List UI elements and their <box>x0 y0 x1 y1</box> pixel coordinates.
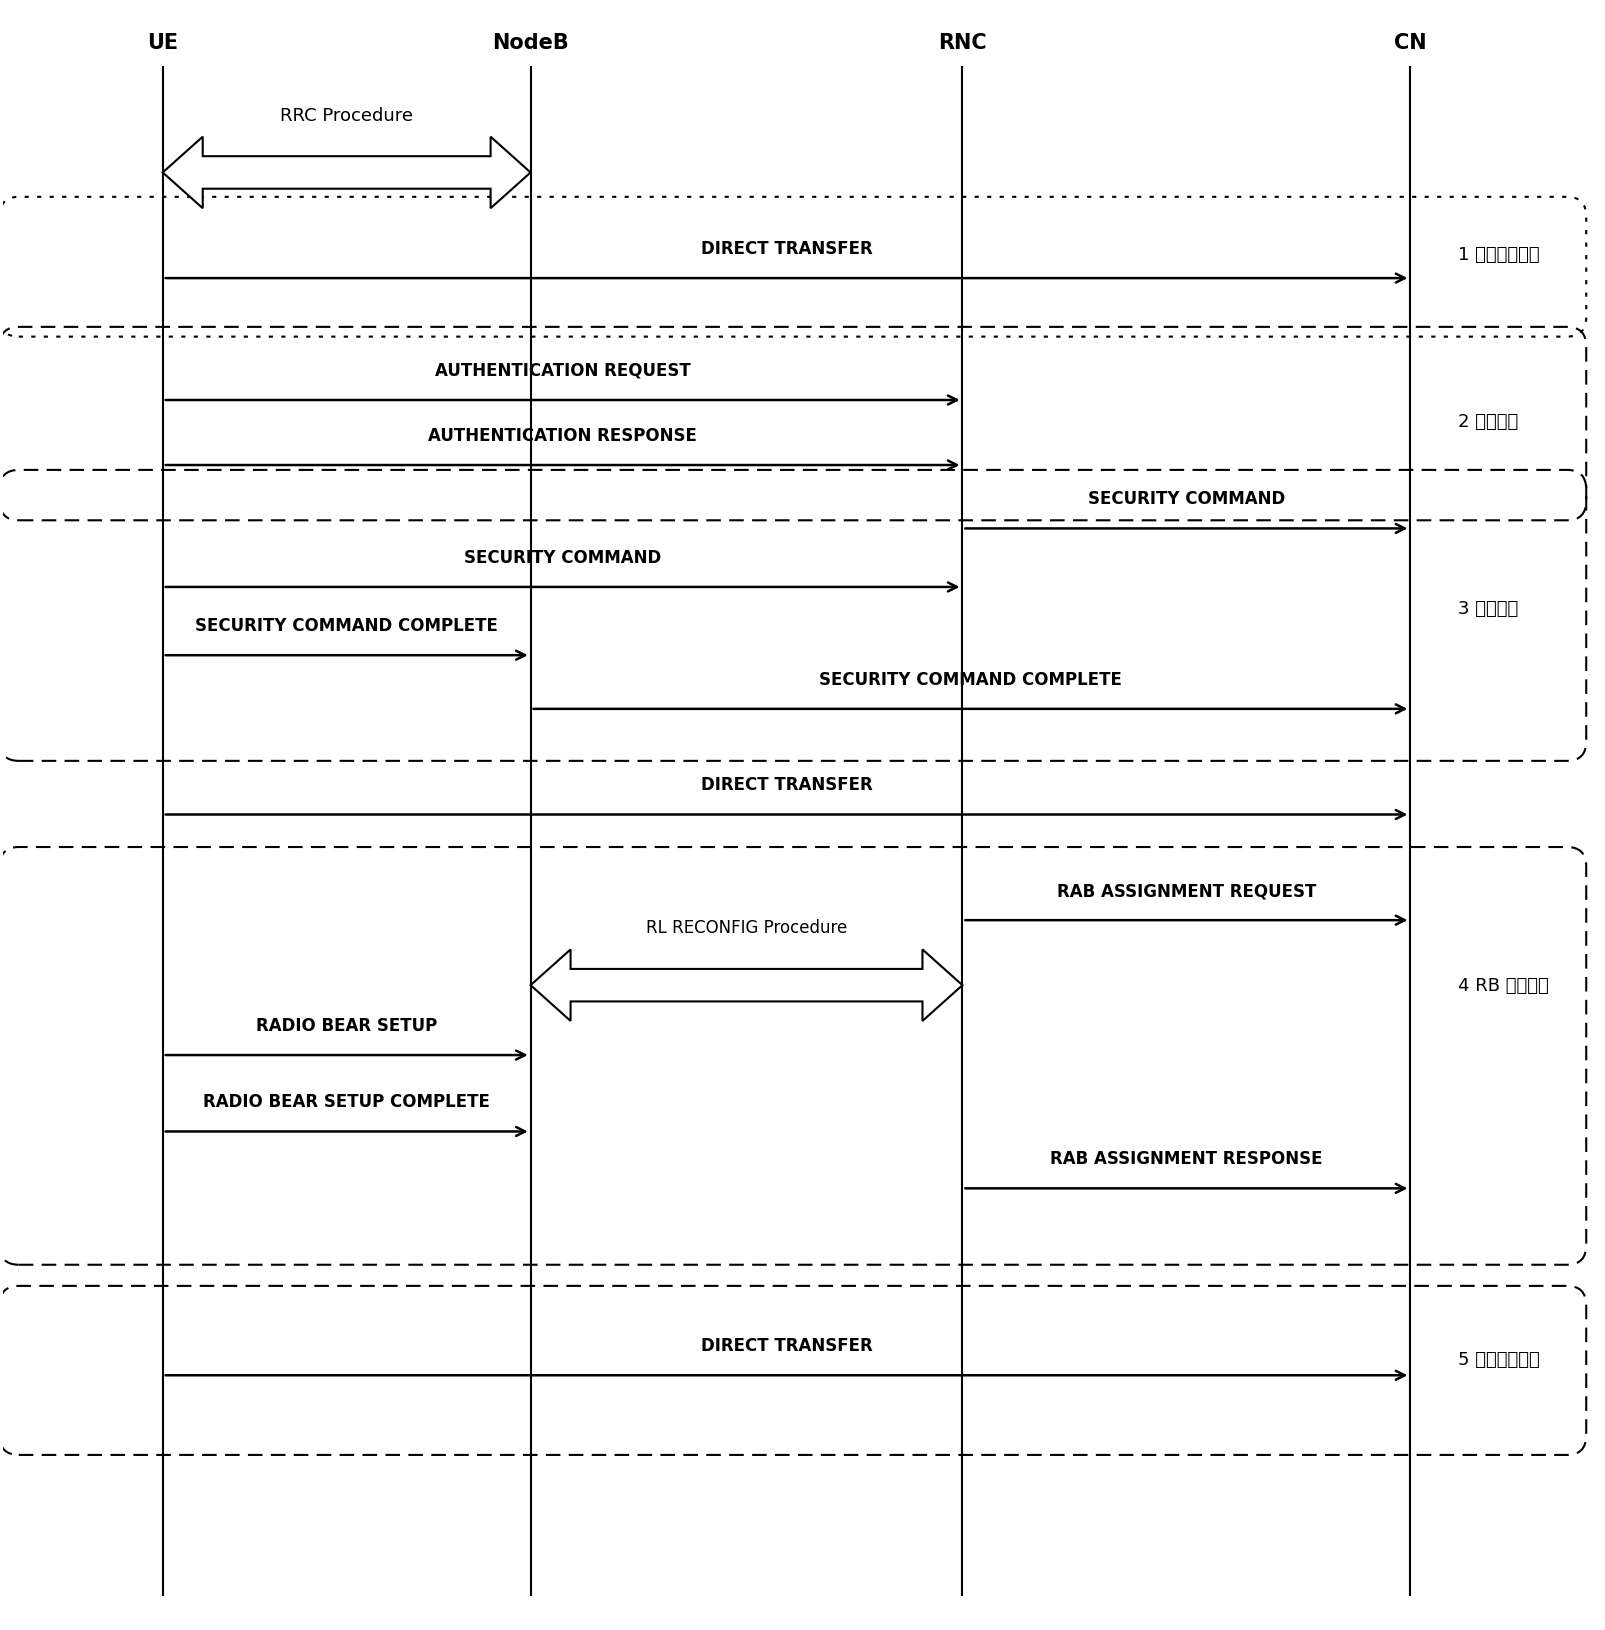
Text: DIRECT TRANSFER: DIRECT TRANSFER <box>701 1337 873 1355</box>
Text: 5 下行直传过程: 5 下行直传过程 <box>1459 1350 1541 1368</box>
Text: 4 RB 建立过程: 4 RB 建立过程 <box>1459 976 1549 994</box>
Text: RAB ASSIGNMENT RESPONSE: RAB ASSIGNMENT RESPONSE <box>1050 1149 1323 1167</box>
Text: RNC: RNC <box>939 33 987 54</box>
Text: RADIO BEAR SETUP: RADIO BEAR SETUP <box>257 1017 437 1035</box>
Text: UE: UE <box>148 33 178 54</box>
Text: RRC Procedure: RRC Procedure <box>281 106 412 124</box>
Text: RL RECONFIG Procedure: RL RECONFIG Procedure <box>645 919 847 937</box>
Text: 3 加密过程: 3 加密过程 <box>1459 600 1518 618</box>
Text: 2 鉴权过程: 2 鉴权过程 <box>1459 412 1518 430</box>
Polygon shape <box>162 137 531 209</box>
Polygon shape <box>531 950 963 1022</box>
Text: DIRECT TRANSFER: DIRECT TRANSFER <box>701 240 873 258</box>
Text: SECURITY COMMAND: SECURITY COMMAND <box>464 548 661 567</box>
Text: NodeB: NodeB <box>493 33 568 54</box>
Text: RADIO BEAR SETUP COMPLETE: RADIO BEAR SETUP COMPLETE <box>204 1092 490 1110</box>
Text: AUTHENTICATION REQUEST: AUTHENTICATION REQUEST <box>435 362 690 380</box>
Text: CN: CN <box>1395 33 1427 54</box>
Text: RAB ASSIGNMENT REQUEST: RAB ASSIGNMENT REQUEST <box>1056 882 1316 900</box>
Text: 1 上行直传过程: 1 上行直传过程 <box>1459 246 1539 264</box>
Text: SECURITY COMMAND COMPLETE: SECURITY COMMAND COMPLETE <box>196 616 498 634</box>
Text: DIRECT TRANSFER: DIRECT TRANSFER <box>701 776 873 794</box>
Text: AUTHENTICATION RESPONSE: AUTHENTICATION RESPONSE <box>429 427 697 445</box>
Text: SECURITY COMMAND COMPLETE: SECURITY COMMAND COMPLETE <box>819 670 1122 688</box>
Text: SECURITY COMMAND: SECURITY COMMAND <box>1088 491 1286 509</box>
